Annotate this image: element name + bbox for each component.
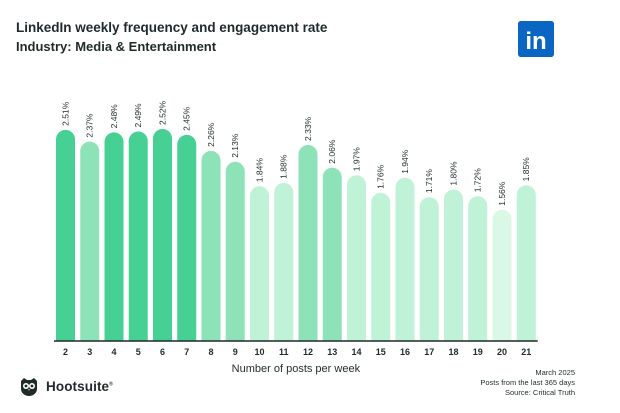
footer-source: Source: Critical Truth [504, 388, 575, 397]
hootsuite-logo: Hootsuite® [18, 375, 113, 397]
bar-16 [395, 177, 415, 341]
value-label-3: 2.37% [85, 113, 95, 138]
x-tick-label-11: 11 [279, 347, 289, 357]
chart-subtitle: Industry: Media & Entertainment [16, 39, 217, 54]
value-label-6: 2.52% [158, 100, 168, 125]
bar-12 [298, 144, 318, 341]
bar-21 [516, 185, 536, 341]
value-label-15: 1.76% [376, 164, 386, 189]
x-tick-label-17: 17 [424, 347, 434, 357]
x-tick-label-13: 13 [327, 347, 337, 357]
bar-14 [347, 175, 366, 341]
x-tick-label-16: 16 [400, 347, 410, 357]
bars-group [56, 129, 536, 341]
x-tick-label-21: 21 [521, 347, 531, 357]
x-tick-label-2: 2 [63, 347, 68, 357]
value-label-12: 2.33% [303, 116, 313, 141]
hootsuite-wordmark: Hootsuite® [46, 378, 113, 394]
value-label-4: 2.48% [109, 104, 119, 129]
value-label-13: 2.06% [327, 139, 337, 164]
owl-icon [21, 378, 37, 396]
x-tick-labels-group: 2 3 4 5 6 7 8 9 10 11 12 13 14 15 16 17 18 19 20 21 [63, 347, 531, 357]
x-tick-label-12: 12 [303, 347, 313, 357]
x-tick-label-6: 6 [160, 347, 165, 357]
value-label-16: 1.94% [400, 149, 410, 174]
bar-7 [177, 134, 197, 341]
value-label-10: 1.84% [255, 158, 265, 183]
x-tick-label-5: 5 [136, 347, 141, 357]
value-label-2: 2.51% [61, 101, 71, 126]
value-label-18: 1.80% [449, 161, 459, 186]
value-label-11: 1.88% [279, 154, 289, 179]
x-tick-label-14: 14 [351, 347, 361, 357]
x-tick-label-10: 10 [254, 347, 264, 357]
linkedin-logo-text: in [525, 28, 546, 55]
x-tick-label-19: 19 [473, 347, 483, 357]
value-label-7: 2.45% [182, 106, 192, 131]
bar-17 [419, 197, 439, 341]
x-tick-label-15: 15 [376, 347, 386, 357]
x-tick-label-20: 20 [497, 347, 507, 357]
bar-3 [80, 141, 100, 341]
value-label-5: 2.49% [133, 103, 143, 128]
x-tick-label-9: 9 [233, 347, 238, 357]
footer-date: March 2025 [535, 368, 575, 377]
linkedin-logo-icon: in [518, 21, 554, 57]
x-tick-label-18: 18 [448, 347, 458, 357]
bar-5 [128, 131, 148, 341]
value-label-20: 1.56% [497, 181, 507, 206]
x-tick-label-8: 8 [208, 347, 213, 357]
value-label-9: 2.13% [230, 133, 240, 158]
bar-4 [104, 132, 124, 341]
bar-20 [492, 209, 512, 341]
value-label-21: 1.85% [521, 157, 531, 182]
x-tick-label-4: 4 [111, 347, 116, 357]
bar-18 [444, 189, 463, 341]
x-tick-label-3: 3 [87, 347, 92, 357]
bar-2 [56, 129, 75, 341]
bar-13 [322, 167, 342, 341]
value-label-19: 1.72% [473, 168, 483, 193]
x-tick-label-7: 7 [184, 347, 189, 357]
bar-15 [371, 192, 391, 341]
chart-title: LinkedIn weekly frequency and engagement… [16, 20, 328, 35]
value-labels-group: 2.51% 2.37% 2.48% 2.49% 2.52% 2.45% 2.26% 2.13%… [61, 100, 532, 205]
value-label-17: 1.71% [424, 169, 434, 194]
footer-period: Posts from the last 365 days [480, 378, 575, 387]
bar-11 [274, 182, 294, 341]
bar-8 [201, 150, 221, 341]
bar-19 [468, 196, 488, 341]
value-label-14: 1.97% [352, 147, 362, 172]
bar-10 [250, 186, 269, 341]
x-axis-label: Number of posts per week [232, 363, 361, 375]
bar-9 [225, 161, 245, 341]
value-label-8: 2.26% [206, 122, 216, 147]
footer-notes: March 2025 Posts from the last 365 days … [355, 368, 575, 398]
bar-6 [153, 129, 172, 341]
linkedin-icon: in [518, 21, 554, 57]
